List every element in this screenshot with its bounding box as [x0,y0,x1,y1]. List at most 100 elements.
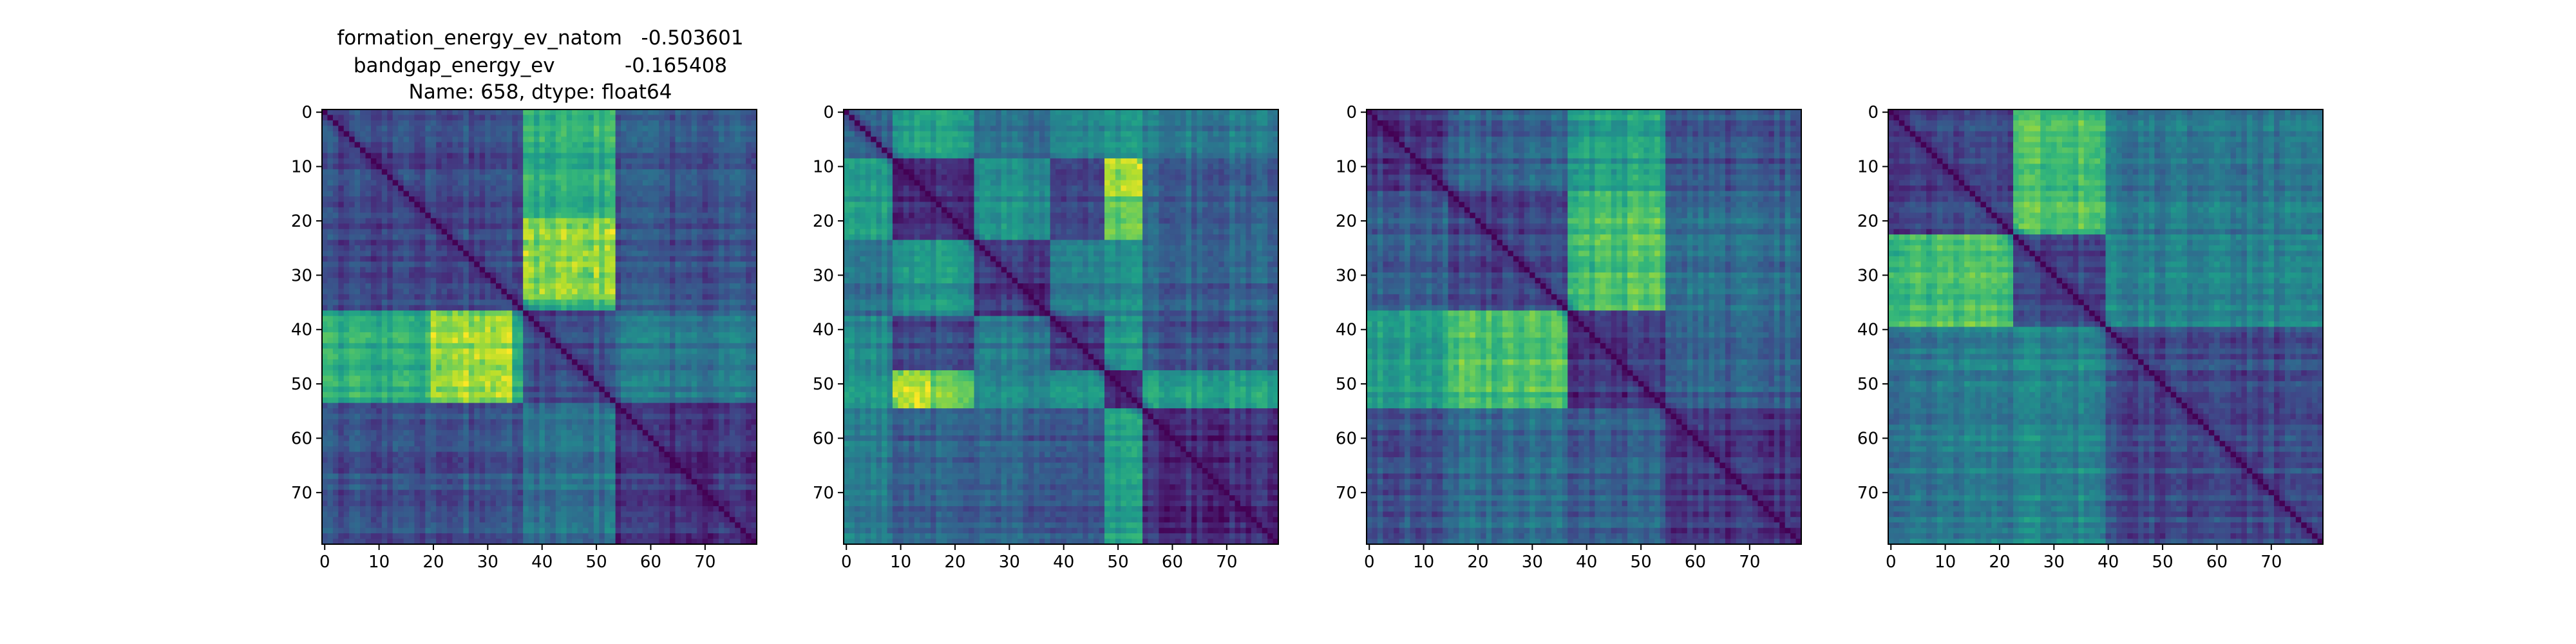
heatmap-cell [534,278,540,284]
heatmap-cell [338,327,344,333]
heatmap-cell [610,213,616,218]
heatmap-cell [637,164,643,169]
heatmap-cell [518,196,524,202]
heatmap-cell [686,365,692,371]
heatmap-cell [659,158,665,164]
heatmap-cell [616,370,621,376]
heatmap-cell [425,175,431,180]
heatmap-cell [545,283,551,289]
heatmap-cell [344,327,350,333]
heatmap-cell [414,441,420,447]
heatmap-cell [518,137,524,142]
heatmap-cell [414,169,420,175]
heatmap-cell [561,359,567,365]
heatmap-cell [393,408,399,414]
heatmap-cell [322,272,328,278]
heatmap-cell [529,153,535,159]
heatmap-cell [344,185,350,191]
heatmap-cell [643,392,649,398]
heatmap-cell [360,305,366,311]
heatmap-cell [692,441,697,447]
heatmap-cell [686,207,692,213]
heatmap-cell [540,289,545,294]
heatmap-cell [561,332,567,338]
heatmap-cell [599,310,605,316]
heatmap-cell [719,321,724,327]
heatmap-cell [344,397,350,403]
heatmap-cell [578,327,583,333]
heatmap-cell [583,337,589,343]
heatmap-cell [692,414,697,420]
heatmap-cell [714,272,719,278]
heatmap-cell [632,213,638,218]
heatmap-cell [322,131,328,137]
heatmap-cell [627,175,632,180]
heatmap-cell [588,424,594,430]
heatmap-cell [572,131,578,137]
heatmap-cell [588,392,594,398]
heatmap-cell [485,403,491,409]
heatmap-cell [409,294,415,300]
heatmap-cell [431,435,437,441]
heatmap-cell [442,175,448,180]
heatmap-cell [643,256,649,262]
heatmap-cell [637,359,643,365]
heatmap-cell [333,142,339,148]
heatmap-cell [594,109,600,115]
heatmap-cell [697,310,703,316]
heatmap-cell [360,359,366,365]
heatmap-cell [599,370,605,376]
heatmap-cell [382,441,388,447]
heatmap-cell [659,137,665,142]
heatmap-cell [632,294,638,300]
heatmap-cell [366,310,372,316]
heatmap-cell [447,147,453,153]
heatmap-cell [632,158,638,164]
heatmap-cell [453,310,459,316]
heatmap-cell [741,332,746,338]
heatmap-cell [469,261,475,267]
heatmap-cell [485,251,491,256]
heatmap-cell [556,337,562,343]
heatmap-cell [724,381,730,387]
heatmap-cell [512,386,518,392]
heatmap-cell [382,414,388,420]
heatmap-cell [431,126,437,131]
heatmap-cell [491,272,497,278]
heatmap-cell [338,169,344,175]
heatmap-cell [491,245,497,251]
heatmap-cell [523,294,529,300]
heatmap-cell [322,299,328,305]
heatmap-cell [735,408,741,414]
heatmap-cell [686,109,692,115]
heatmap-cell [561,185,567,191]
heatmap-cell [686,343,692,349]
heatmap-cell [404,115,410,120]
heatmap-cell [724,299,730,305]
heatmap-cell [398,359,404,365]
heatmap-cell [458,207,464,213]
heatmap-cell [344,370,350,376]
heatmap-cell [442,354,448,360]
heatmap-cell [463,408,469,414]
heatmap-cell [338,202,344,207]
heatmap-cell [616,327,621,333]
heatmap-cell [670,142,676,148]
heatmap-cell [637,169,643,175]
heatmap-cell [453,375,459,381]
heatmap-cell [349,430,355,436]
heatmap-cell [714,180,719,186]
heatmap-cell [703,424,708,430]
heatmap-cell [414,213,420,218]
heatmap-cell [605,381,611,387]
heatmap-cell [659,267,665,273]
heatmap-cell [366,126,372,131]
heatmap-cell [621,131,627,137]
heatmap-cell [376,223,382,229]
heatmap-cell [605,126,611,131]
heatmap-cell [322,397,328,403]
heatmap-cell [360,408,366,414]
heatmap-cell [469,137,475,142]
heatmap-cell [414,299,420,305]
heatmap-cell [708,175,714,180]
